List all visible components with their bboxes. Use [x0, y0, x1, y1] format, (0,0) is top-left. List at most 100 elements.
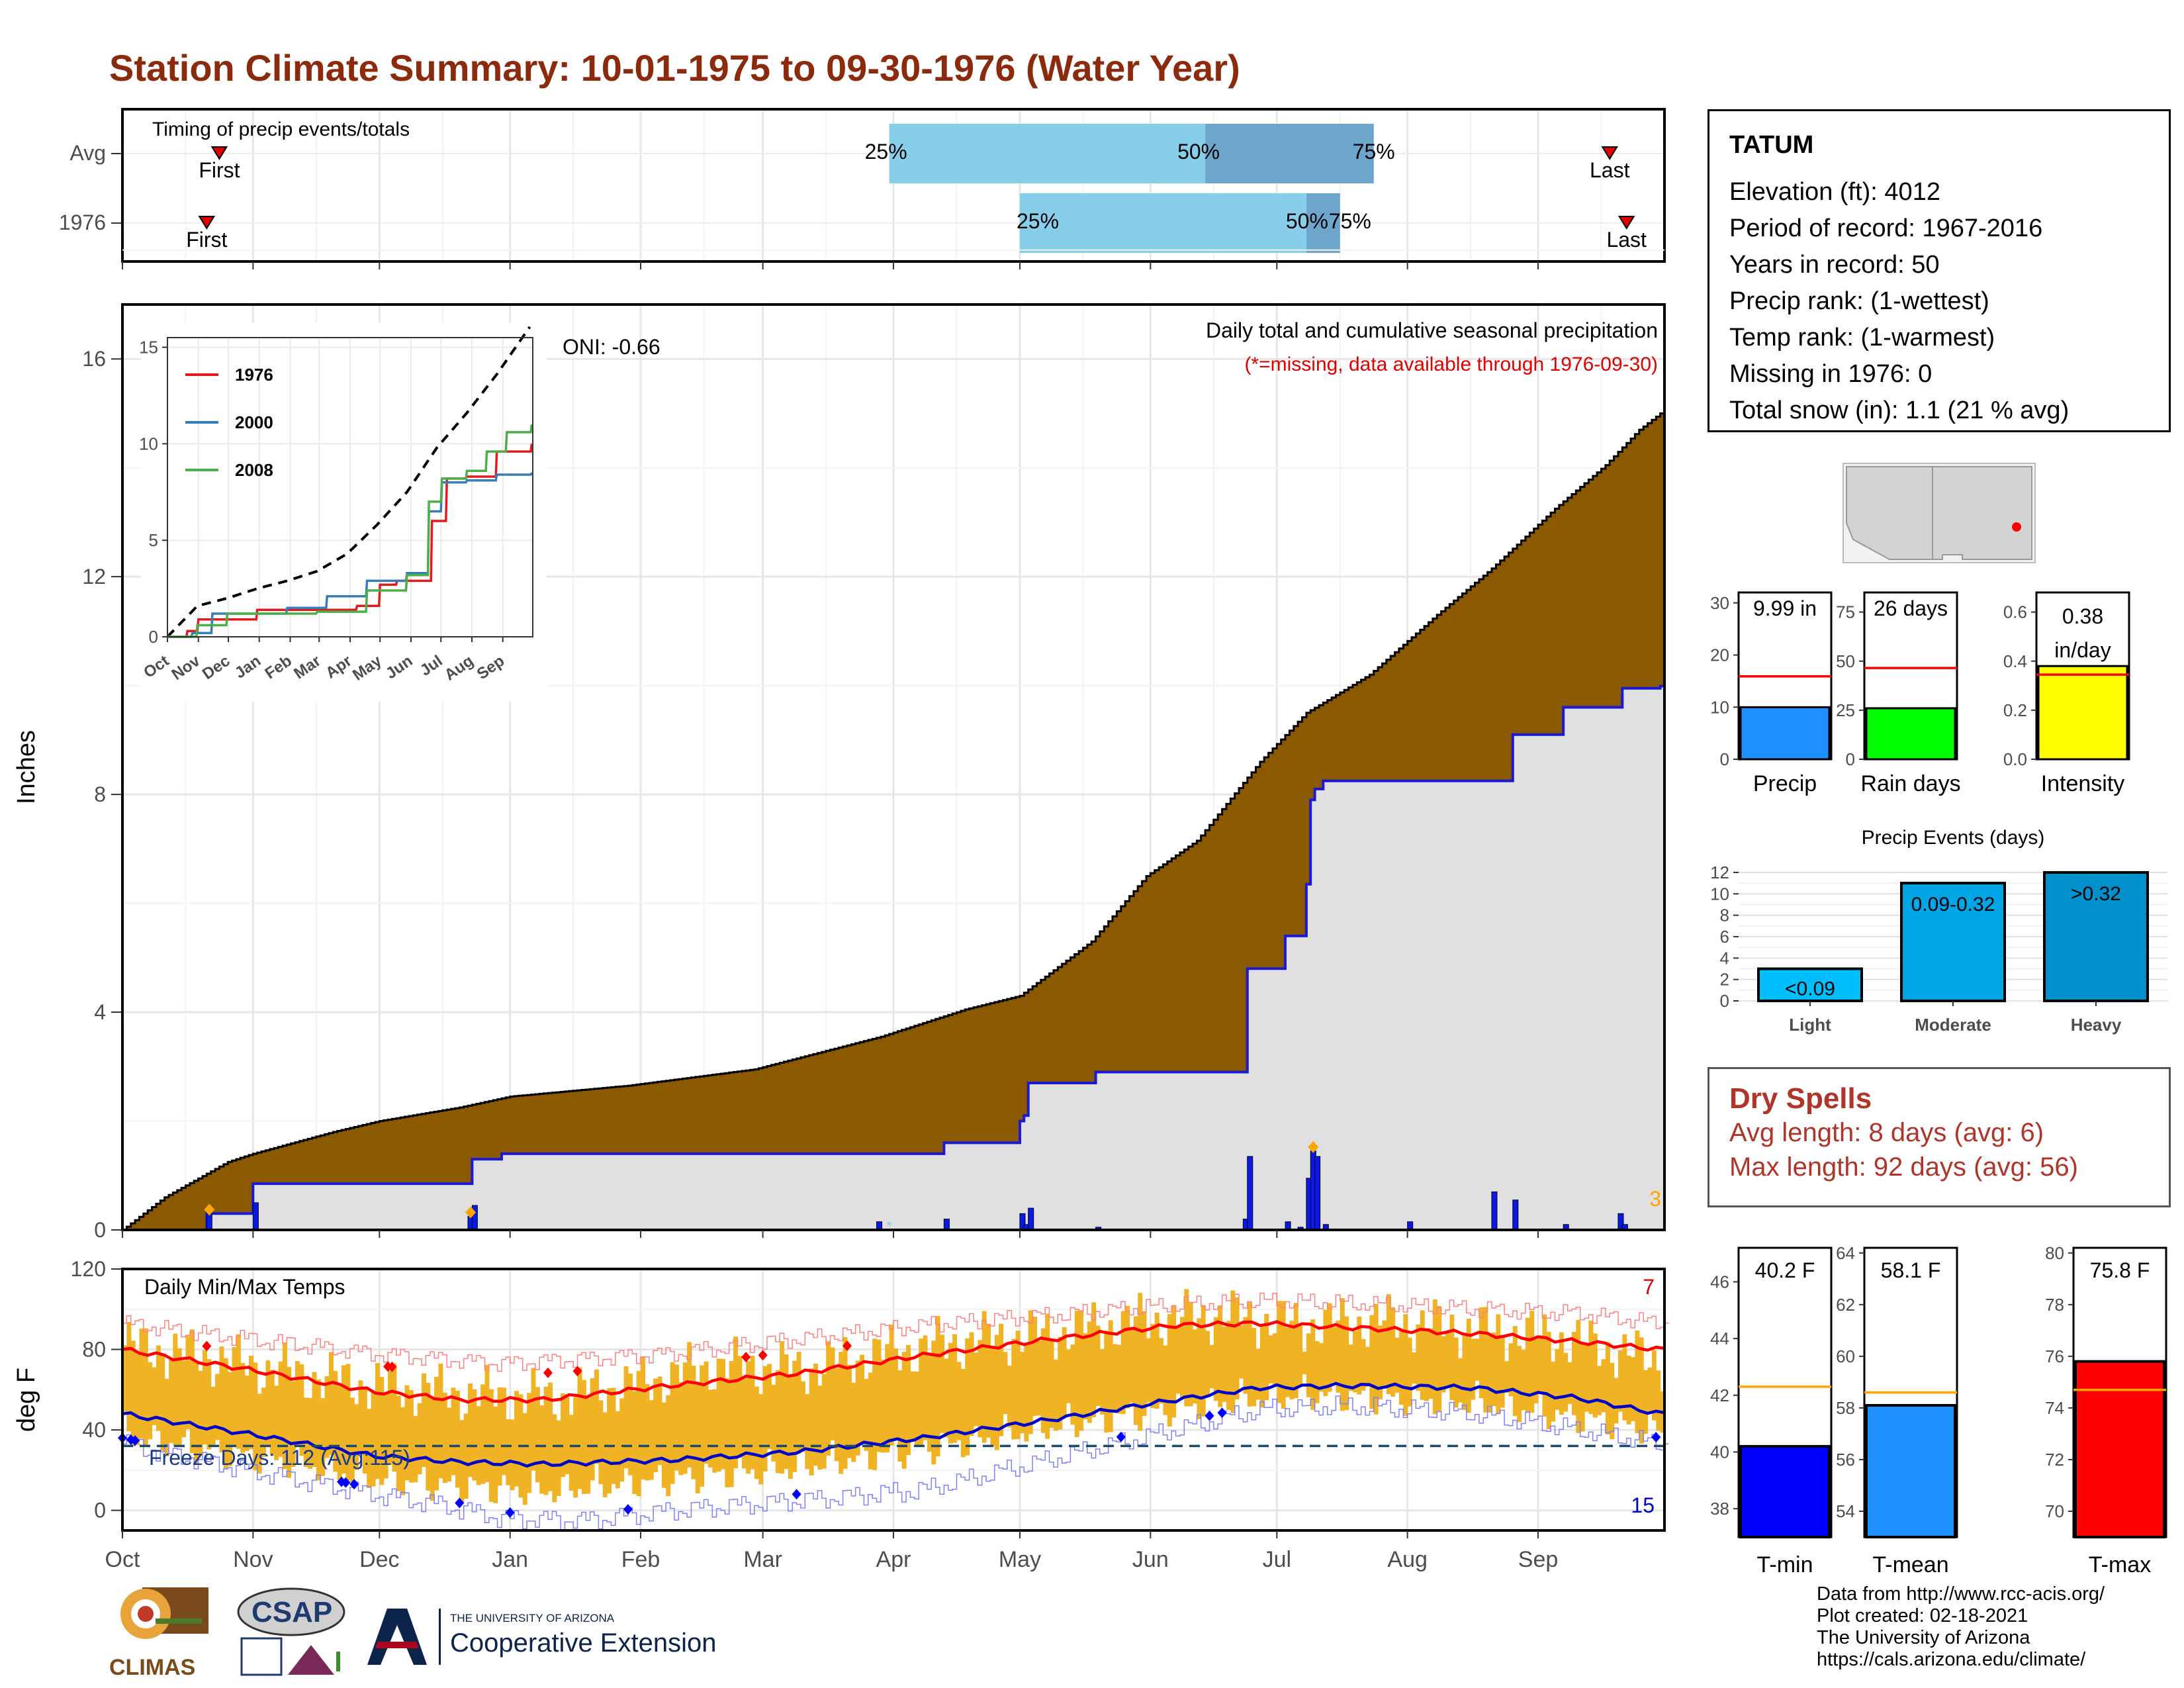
- summary-ytick-label: 30: [1710, 593, 1729, 613]
- temp-range-bar: [569, 1415, 574, 1491]
- temp-range-bar: [712, 1389, 717, 1473]
- temp-range-bar: [1318, 1342, 1324, 1392]
- precip-ytick-label: 12: [82, 565, 106, 588]
- summary-ytick-label: 10: [1710, 697, 1729, 717]
- temp-range-bar: [139, 1329, 144, 1439]
- precip-events-xtick-label: Moderate: [1915, 1015, 1991, 1035]
- temp-range-bar: [750, 1356, 755, 1470]
- record-high-marker: [842, 1340, 852, 1352]
- summary-value-label: 9.99 in: [1753, 596, 1817, 620]
- temp-range-bar: [430, 1399, 435, 1501]
- temp-range-bar: [602, 1412, 608, 1497]
- temp-range-bar: [754, 1386, 759, 1479]
- daily-precip-bar: [1314, 1156, 1321, 1231]
- temp-range-bar: [1508, 1343, 1514, 1397]
- record-low-marker: [505, 1507, 515, 1518]
- temp-range-bar: [1361, 1338, 1366, 1391]
- temp-xtick-label: Feb: [621, 1547, 660, 1572]
- inset-ytick-label: 10: [139, 434, 158, 453]
- temp-range-bar: [1091, 1302, 1097, 1417]
- temp-range-bar: [169, 1360, 173, 1443]
- avg-cumulative-outline: [122, 412, 1664, 1231]
- temp-range-bar: [1656, 1370, 1661, 1431]
- temp-range-bar: [1365, 1346, 1370, 1387]
- csap-logo: CSAP: [232, 1585, 351, 1685]
- temp-range-bar: [1487, 1335, 1492, 1413]
- inset-ytick-label: 15: [139, 338, 158, 357]
- temp-range-bar: [1441, 1336, 1446, 1393]
- temp-range-bar: [919, 1338, 924, 1446]
- temp-range-bar: [1483, 1307, 1488, 1413]
- temp-range-bar: [704, 1361, 709, 1464]
- temp-range-bar: [1517, 1346, 1522, 1423]
- timing-q75-label: 75%: [1329, 209, 1371, 233]
- temp-range-bar: [1416, 1324, 1421, 1391]
- temp-range-bar: [842, 1336, 848, 1469]
- temp-summary-ytick-label: 46: [1710, 1272, 1729, 1291]
- temp-range-bar: [1529, 1311, 1535, 1413]
- inset-bg: [141, 323, 547, 702]
- temp-range-bar: [341, 1365, 347, 1474]
- temp-range-bar: [1617, 1350, 1623, 1412]
- temp-range-bar: [1449, 1314, 1455, 1401]
- temp-range-bar: [695, 1384, 700, 1493]
- temp-range-bar: [248, 1355, 253, 1450]
- precip-subtitle: (*=missing, data available through 1976-…: [1244, 353, 1658, 375]
- station-years: Years in record: 50: [1729, 251, 1940, 279]
- temp-range-bar: [1251, 1328, 1257, 1407]
- temp-range-bar: [223, 1358, 228, 1470]
- temp-range-bar: [1070, 1344, 1075, 1425]
- temp-range-bar: [1049, 1340, 1054, 1429]
- temp-range-bar: [476, 1406, 481, 1485]
- timing-row-label: 1976: [59, 211, 106, 234]
- timing-last-label: Last: [1590, 158, 1630, 182]
- temp-range-bar: [240, 1363, 246, 1453]
- temp-range-bar: [767, 1364, 772, 1449]
- summary-value-bar: [2037, 665, 2128, 761]
- temp-range-bar: [973, 1352, 978, 1427]
- summary-axis-label: Rain days: [1860, 771, 1960, 796]
- credit-data-source: Data from http://www.rcc-acis.org/: [1817, 1583, 2105, 1605]
- temp-range-bar: [543, 1386, 549, 1495]
- summary-value-label: 26 days: [1874, 596, 1948, 620]
- record-low-marker: [1651, 1432, 1661, 1443]
- temp-range-bar: [426, 1383, 431, 1491]
- temp-range-bar: [931, 1340, 936, 1465]
- temp-range-bar: [345, 1364, 351, 1481]
- temp-range-bar: [619, 1398, 625, 1482]
- timing-last-label: Last: [1606, 228, 1647, 252]
- temp-range-bar: [771, 1384, 776, 1462]
- temp-summary-value-label: 75.8 F: [2090, 1258, 2150, 1282]
- temp-range-bar: [228, 1372, 233, 1466]
- temp-range-bar: [447, 1407, 452, 1482]
- summary-axis-label: Precip: [1753, 771, 1817, 796]
- temp-range-bar: [1643, 1370, 1649, 1434]
- temp-range-bar: [876, 1339, 882, 1452]
- timing-first-label: First: [199, 158, 240, 182]
- temp-range-bar: [1302, 1351, 1307, 1375]
- record-high-marker: [572, 1366, 582, 1377]
- temp-range-bar: [1504, 1361, 1510, 1393]
- temp-range-bar: [653, 1378, 659, 1472]
- timing-first-marker: [198, 216, 216, 230]
- temp-range-bar: [1453, 1337, 1459, 1408]
- temp-range-bar: [1066, 1349, 1071, 1403]
- temp-summary-ytick-label: 62: [1836, 1295, 1855, 1315]
- temp-range-bar: [299, 1364, 304, 1456]
- temp-range-bar: [1373, 1303, 1379, 1415]
- temp-ylabel: deg F: [13, 1368, 40, 1432]
- temp-range-bar: [999, 1323, 1004, 1436]
- temp-range-bar: [1213, 1317, 1218, 1401]
- temp-range-bar: [1386, 1293, 1391, 1395]
- temp-range-bar: [986, 1323, 991, 1438]
- temp-summary-ytick-label: 74: [2045, 1398, 2064, 1418]
- temp-range-bar: [185, 1336, 191, 1429]
- precip-events-bar-label: >0.32: [2071, 883, 2121, 905]
- temp-range-bar: [1125, 1305, 1130, 1409]
- temp-range-bar: [607, 1388, 612, 1494]
- temp-range-bar: [826, 1340, 831, 1456]
- temp-range-bar: [463, 1413, 469, 1499]
- temp-range-bar: [1348, 1344, 1353, 1391]
- temp-range-bar: [678, 1382, 684, 1476]
- temp-range-bar: [278, 1361, 283, 1457]
